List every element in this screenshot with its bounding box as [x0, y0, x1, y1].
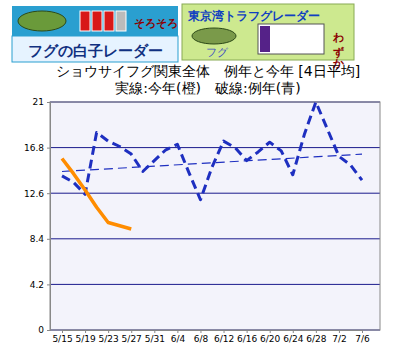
grid-line: [50, 238, 380, 239]
title: ショウサイフグ関東全体 例年と今年 [4日平均]: [56, 63, 360, 79]
x-tick-mark: [293, 330, 294, 333]
x-tick-mark: [316, 330, 317, 333]
y-tick-mark: [47, 102, 50, 103]
y-tick: 21: [33, 97, 50, 107]
y-tick-label: 4.2: [30, 280, 44, 290]
x-tick-label: 6/20: [260, 334, 280, 344]
x-tick: 6/24: [283, 330, 303, 344]
x-tick-label: 5/27: [122, 334, 142, 344]
x-tick-label: 5/15: [52, 334, 72, 344]
x-tick-mark: [154, 330, 155, 333]
radar-frame: [258, 24, 324, 54]
trend-line: [62, 154, 362, 171]
chart: そろそろフグの白子レーダー東京湾トラフグレーダーフグわずかショウサイフグ関東全体…: [0, 0, 396, 353]
plot-frame: [50, 102, 380, 330]
x-tick-label: 6/8: [194, 334, 209, 344]
x-tick-label: 6/28: [306, 334, 326, 344]
badge-left-top: [12, 6, 178, 36]
badge-title: 東京湾トラフグレーダー: [187, 9, 320, 23]
x-tick: 5/15: [52, 330, 72, 344]
x-tick: 6/16: [237, 330, 257, 344]
subtitle: 実線:今年(橙) 破線:例年(青): [115, 80, 300, 96]
x-tick-mark: [177, 330, 178, 333]
x-tick: 6/4: [171, 330, 186, 344]
x-tick-mark: [270, 330, 271, 333]
grid-line: [50, 284, 380, 285]
x-tick-mark: [224, 330, 225, 333]
x-tick: 7/6: [355, 330, 370, 344]
x-tick: 6/20: [260, 330, 280, 344]
y-tick: 4.2: [30, 280, 50, 290]
x-tick: 6/12: [214, 330, 234, 344]
y-tick-label: 21: [33, 97, 44, 107]
y-tick: 12.6: [24, 189, 50, 199]
badge-right: [182, 4, 354, 60]
x-tick-mark: [200, 330, 201, 333]
fish-icon: [192, 28, 236, 44]
badge-title: フグの白子レーダー: [28, 42, 163, 60]
radar-bar: [92, 11, 102, 31]
y-tick-label: 0: [38, 325, 44, 335]
radar-bar: [104, 11, 114, 31]
x-tick-label: 7/6: [355, 334, 370, 344]
x-tick-mark: [131, 330, 132, 333]
grid: [50, 102, 380, 330]
y-tick: 0: [38, 325, 50, 335]
plot-background: [50, 102, 380, 330]
x-tick-label: 6/4: [171, 334, 186, 344]
x-tick-label: 6/12: [214, 334, 234, 344]
x-tick-label: 6/16: [237, 334, 257, 344]
radar-bar: [116, 11, 126, 31]
y-tick: 8.4: [30, 234, 50, 244]
y-axis: 0 4.2 8.4 12.6 16.8 21: [24, 97, 51, 335]
x-tick-label: 6/24: [283, 334, 303, 344]
x-tick: 5/23: [99, 330, 119, 344]
x-tick-label: 5/19: [75, 334, 95, 344]
x-tick: 6/8: [194, 330, 209, 344]
x-tick-mark: [85, 330, 86, 333]
x-tick: 6/28: [306, 330, 326, 344]
series-group: [62, 102, 362, 229]
badge-label: フグ: [206, 46, 229, 59]
badge-left-bottom: [12, 36, 178, 62]
y-tick-label: 8.4: [30, 234, 45, 244]
x-tick: 5/19: [75, 330, 95, 344]
y-tick-mark: [47, 284, 50, 285]
x-tick: 5/31: [145, 330, 165, 344]
x-tick-mark: [362, 330, 363, 333]
grid-line: [50, 193, 380, 194]
x-axis-line: [63, 331, 363, 334]
x-tick-label: 5/23: [99, 334, 119, 344]
y-tick-label: 12.6: [24, 189, 44, 199]
radar-level: [260, 26, 270, 52]
badge-level: そろそろ: [134, 17, 178, 30]
y-tick: 16.8: [24, 143, 50, 153]
x-tick-mark: [62, 330, 63, 333]
series-line: [62, 102, 362, 200]
x-tick-label: 7/2: [332, 334, 346, 344]
y-tick-mark: [47, 330, 50, 331]
x-tick-mark: [247, 330, 248, 333]
y-tick-mark: [47, 193, 50, 194]
x-tick: 7/2: [332, 330, 346, 344]
y-tick-mark: [47, 148, 50, 149]
x-tick-mark: [108, 330, 109, 333]
x-tick-label: 5/31: [145, 334, 165, 344]
y-tick-label: 16.8: [24, 143, 44, 153]
x-tick: 5/27: [122, 330, 142, 344]
y-axis-line: [47, 103, 51, 331]
x-tick-mark: [339, 330, 340, 333]
grid-line: [50, 147, 380, 148]
header: そろそろフグの白子レーダー東京湾トラフグレーダーフグわずか: [12, 4, 354, 69]
x-axis: 5/155/195/235/275/316/46/86/126/166/206/…: [52, 330, 370, 344]
fish-icon: [18, 11, 66, 31]
radar-bar: [80, 11, 90, 31]
y-tick-mark: [47, 239, 50, 240]
series-line: [62, 158, 131, 229]
